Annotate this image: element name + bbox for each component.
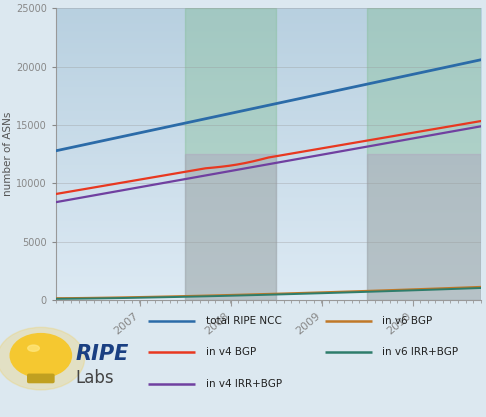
Bar bbox=[367, 154, 481, 300]
Text: in v6 IRR+BGP: in v6 IRR+BGP bbox=[382, 347, 459, 357]
FancyBboxPatch shape bbox=[28, 374, 54, 383]
Text: RIPE: RIPE bbox=[76, 344, 129, 364]
Text: in v4 BGP: in v4 BGP bbox=[206, 347, 256, 357]
Bar bbox=[185, 8, 276, 300]
Text: total RIPE NCC: total RIPE NCC bbox=[206, 316, 281, 326]
Circle shape bbox=[10, 334, 71, 377]
Bar bbox=[185, 154, 276, 300]
Circle shape bbox=[0, 327, 85, 390]
Ellipse shape bbox=[28, 345, 39, 351]
Text: in v6 BGP: in v6 BGP bbox=[382, 316, 433, 326]
Bar bbox=[367, 8, 481, 300]
Y-axis label: number of ASNs: number of ASNs bbox=[3, 112, 13, 196]
Text: Labs: Labs bbox=[76, 369, 114, 387]
Text: in v4 IRR+BGP: in v4 IRR+BGP bbox=[206, 379, 282, 389]
